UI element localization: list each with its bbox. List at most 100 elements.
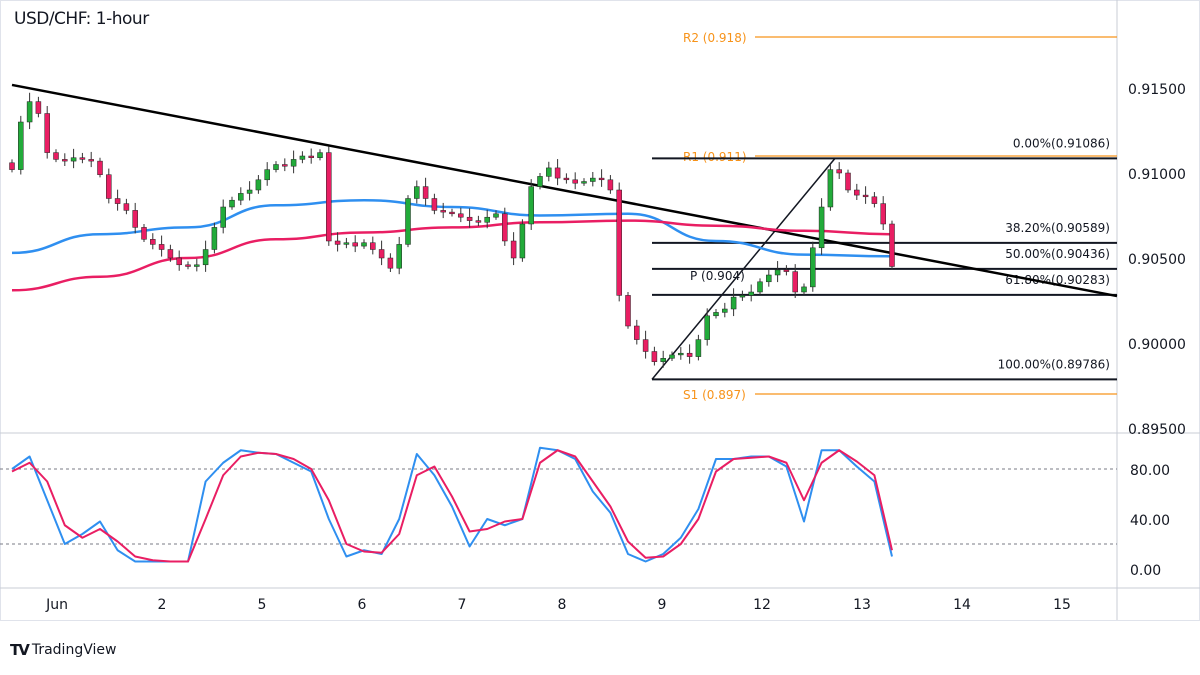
candle-body [238, 193, 244, 201]
time-tick-label: 9 [658, 597, 667, 613]
candle-body [70, 157, 77, 162]
candle [493, 210, 499, 220]
candle-body [836, 169, 842, 174]
candle-body [871, 196, 878, 204]
candle-body [264, 169, 270, 181]
candle [62, 153, 68, 166]
candle-body [686, 352, 693, 357]
candle [818, 198, 825, 255]
candle [114, 189, 121, 211]
candle [528, 179, 534, 230]
candle [106, 168, 112, 204]
tradingview-logo[interactable]: TV TradingView [10, 641, 116, 659]
candle-body [607, 179, 614, 191]
candle-body [757, 281, 763, 293]
candle [334, 232, 341, 252]
candle [264, 162, 270, 186]
candle [35, 96, 42, 118]
candle [378, 240, 385, 266]
candle [590, 171, 596, 187]
candle-body [387, 257, 394, 269]
candle-body [422, 186, 429, 199]
candle-body [528, 186, 534, 225]
candle [678, 347, 684, 360]
candle-body [880, 203, 886, 225]
candle-body [158, 244, 165, 250]
candle [26, 92, 33, 130]
candle-body [783, 269, 790, 272]
candle [801, 283, 807, 295]
candle-body [44, 113, 50, 153]
candle-body [598, 177, 605, 181]
oscillator-tick-label: 0.00 [1130, 563, 1161, 579]
candle [854, 183, 860, 200]
candle [634, 319, 640, 345]
pivot-label: R2 (0.918) [683, 31, 747, 45]
pivot-label: S1 (0.897) [683, 388, 746, 402]
candle [352, 235, 358, 253]
candle-body [343, 242, 350, 245]
candle [625, 292, 631, 329]
tradingview-logo-icon: TV [10, 641, 30, 659]
candle [458, 207, 464, 223]
fib-level-label: 61.80%(0.90283) [1005, 273, 1110, 287]
candle [572, 172, 578, 190]
time-tick-label: Jun [45, 597, 68, 613]
candle-body [493, 213, 499, 218]
candle-body [449, 211, 455, 215]
candle [79, 152, 86, 164]
candle-body [739, 295, 746, 298]
candle-body [510, 240, 517, 259]
candle-body [26, 101, 33, 123]
candle-body [378, 249, 385, 259]
candle [519, 219, 526, 262]
candle-body [176, 257, 182, 266]
candle-body [202, 249, 209, 266]
candle [730, 288, 737, 317]
candle [326, 146, 332, 246]
candle-body [255, 179, 262, 191]
candle [440, 202, 446, 219]
time-tick-label: 5 [258, 597, 267, 613]
candle-body [625, 295, 631, 327]
candle [370, 236, 376, 255]
candle [660, 350, 666, 368]
candle [299, 151, 306, 164]
candle-body [651, 351, 658, 362]
price-tick-label: 0.91500 [1128, 82, 1186, 98]
candle-body [695, 339, 702, 357]
time-tick-label: 8 [558, 597, 567, 613]
candle [642, 330, 649, 359]
candle-body [660, 358, 666, 362]
candle [53, 149, 59, 163]
candle-body [766, 274, 772, 283]
time-tick-label: 14 [953, 597, 971, 613]
candle [651, 346, 658, 366]
candle [510, 232, 517, 266]
candle-body [9, 162, 15, 170]
candle-body [141, 227, 147, 240]
candle-body [299, 155, 306, 160]
candle [766, 268, 772, 287]
candle [713, 309, 719, 319]
candle [563, 173, 570, 184]
candle-body [748, 291, 754, 296]
candle-body [889, 223, 895, 267]
candle-body [563, 177, 570, 181]
candle [414, 180, 420, 204]
candle-body [440, 210, 446, 213]
candle-body [370, 242, 376, 250]
candle-body [704, 315, 710, 340]
candle [9, 159, 15, 173]
price-tick-label: 0.90000 [1128, 337, 1186, 353]
candle-body [123, 203, 130, 211]
candle-body [537, 176, 543, 187]
candle [554, 159, 561, 186]
candle [150, 233, 156, 250]
time-tick-label: 2 [158, 597, 167, 613]
candle-body [774, 269, 781, 276]
candle-body [18, 121, 24, 170]
candle [695, 334, 702, 361]
